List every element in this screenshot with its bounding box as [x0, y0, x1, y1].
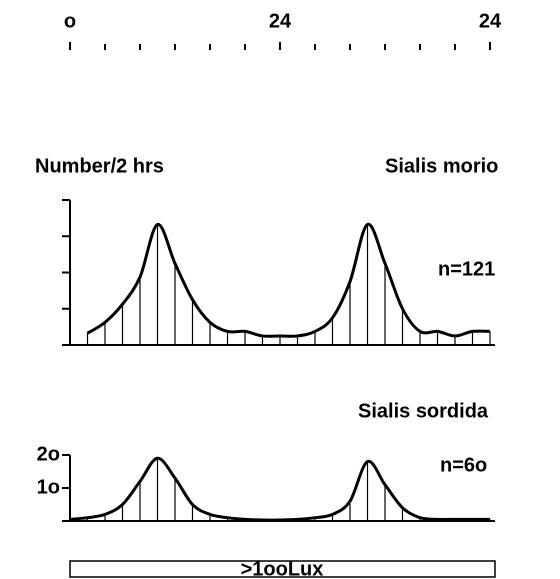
x-tick-label: 24 [269, 10, 292, 32]
light-bar-label: >1ooLux [241, 558, 324, 579]
x-tick-label: 24 [479, 10, 502, 32]
curve [69, 456, 490, 522]
curve [86, 222, 491, 338]
chart-title: Sialis sordida [358, 400, 489, 422]
x-tick-label: o [64, 10, 76, 32]
annotation: n=121 [438, 258, 495, 280]
y-tick-label: 2o [37, 443, 60, 465]
chart-title: Sialis morio [385, 155, 498, 177]
y-tick-label: 1o [37, 476, 60, 498]
y-axis-label: Number/2 hrs [35, 155, 164, 177]
annotation: n=6o [440, 454, 487, 476]
light-bar [69, 560, 496, 578]
